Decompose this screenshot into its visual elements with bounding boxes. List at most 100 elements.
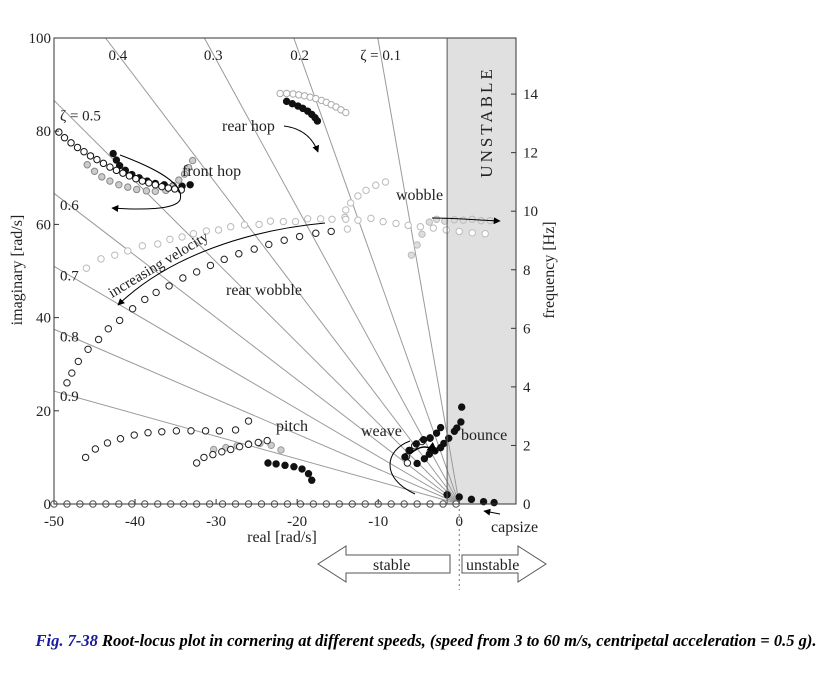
locus-point-11-4 — [298, 465, 306, 473]
root-locus-chart: -50 -40 -30 -20 -10 002040608010002468101214 … — [9, 31, 558, 590]
zeta-label-1: 0.8 — [60, 329, 79, 345]
locus-point-4-12 — [132, 175, 140, 183]
y-axis-label: imaginary [rad/s] — [9, 215, 26, 326]
locus-point-7-3 — [425, 218, 433, 226]
locus-point-16-3 — [479, 497, 488, 506]
locus-series-4 — [55, 128, 185, 194]
locus-point-5-8 — [189, 230, 198, 238]
locus-point-3-7 — [142, 187, 151, 195]
locus-series-9 — [81, 417, 253, 462]
label-rear-wobble: rear wobble — [226, 282, 302, 299]
locus-point-5-5 — [154, 240, 162, 248]
weave-curve — [389, 440, 416, 495]
locus-point-6-2 — [342, 206, 350, 214]
locus-point-15-10 — [457, 403, 466, 411]
locus-point-4-16 — [158, 182, 166, 191]
locus-point-14-4 — [426, 434, 434, 442]
locus-point-8-3 — [84, 345, 92, 353]
label-pitch: pitch — [276, 418, 308, 435]
zeta-line-7 — [293, 37, 460, 505]
label-capsize: capsize — [491, 519, 538, 536]
locus-point-9-7 — [172, 427, 181, 435]
locus-point-11-1 — [272, 460, 280, 468]
locus-point-9-11 — [231, 426, 240, 434]
stable-arrow: stable — [317, 545, 451, 583]
locus-point-3-4 — [115, 181, 123, 189]
damping-labels: 0.9 0.8 0.7 0.6 ζ = 0.5 0.4 0.3 0.2 ζ = 0.1 — [60, 48, 401, 405]
locus-point-0-12 — [342, 108, 350, 117]
locus-point-9-0 — [81, 453, 90, 462]
locus-point-3-1 — [90, 167, 99, 175]
locus-point-3-13 — [184, 163, 193, 172]
locus-point-12-0 — [192, 459, 201, 467]
locus-point-5-26 — [416, 223, 425, 231]
locus-point-8-8 — [141, 295, 149, 304]
locus-point-8-4 — [94, 335, 103, 344]
y-tick-label-5: 100 — [29, 31, 52, 47]
locus-point-6-0 — [343, 225, 352, 233]
locus-point-6-6 — [372, 181, 380, 189]
locus-point-5-2 — [111, 251, 119, 259]
locus-point-5-28 — [442, 226, 450, 234]
locus-point-7-7 — [459, 216, 468, 224]
locus-point-4-14 — [145, 179, 153, 187]
locus-point-5-21 — [354, 216, 362, 224]
y-tick-label-1: 20 — [36, 404, 51, 420]
locus-point-5-31 — [481, 230, 489, 238]
locus-point-9-6 — [158, 428, 166, 436]
locus-point-7-0 — [407, 251, 416, 259]
locus-point-8-2 — [74, 357, 83, 366]
y2-tick-label-0: 0 — [523, 497, 531, 513]
locus-point-5-27 — [429, 224, 438, 232]
x-tick-label-4: -10 — [368, 514, 388, 530]
zeta-line-0 — [53, 390, 460, 505]
locus-point-2-11 — [186, 181, 194, 189]
locus-point-8-11 — [179, 274, 187, 282]
y-tick-label-3: 60 — [36, 217, 51, 233]
locus-point-5-3 — [124, 247, 132, 255]
locus-point-4-11 — [125, 172, 134, 180]
y2-tick-label-7: 14 — [523, 87, 539, 103]
locus-series — [50, 89, 498, 508]
locus-point-4-2 — [67, 139, 75, 147]
locus-point-3-0 — [83, 161, 91, 169]
locus-point-5-30 — [468, 229, 476, 237]
locus-point-2-1 — [112, 156, 121, 164]
locus-point-5-24 — [392, 219, 400, 228]
locus-point-15-0 — [413, 459, 421, 468]
x-tick-label-5: 0 — [456, 514, 464, 530]
locus-point-5-23 — [379, 217, 387, 226]
locus-point-3-8 — [151, 187, 160, 196]
plot-frame — [53, 37, 517, 505]
damping-lines — [53, 37, 460, 505]
locus-point-3-11 — [175, 176, 183, 184]
locus-point-9-12 — [244, 417, 253, 425]
unstable-band-label: UNSTABLE — [477, 66, 496, 177]
locus-point-3-5 — [124, 183, 132, 191]
locus-point-4-5 — [86, 152, 95, 160]
locus-point-4-4 — [80, 148, 88, 156]
locus-point-10-5 — [267, 441, 275, 449]
locus-point-8-15 — [235, 250, 243, 258]
locus-point-6-3 — [346, 199, 355, 207]
zeta-line-2 — [53, 265, 460, 505]
locus-point-5-7 — [178, 233, 186, 241]
locus-point-6-4 — [354, 192, 362, 200]
label-weave: weave — [361, 423, 402, 440]
zeta-line-3 — [53, 192, 460, 505]
front-hop-curve — [111, 154, 182, 212]
y2-tick-label-4: 8 — [523, 263, 531, 279]
locus-point-9-8 — [187, 427, 195, 435]
locus-point-14-0 — [401, 453, 409, 461]
locus-point-15-9 — [457, 418, 465, 426]
label-rear-hop: rear hop — [222, 118, 275, 135]
locus-point-3-2 — [98, 173, 106, 181]
locus-point-5-0 — [82, 264, 91, 272]
locus-point-5-11 — [226, 223, 235, 231]
locus-point-7-4 — [432, 215, 441, 223]
locus-point-12-3 — [218, 448, 226, 456]
locus-series-5 — [82, 213, 489, 272]
locus-point-11-0 — [264, 459, 272, 467]
locus-point-12-4 — [226, 445, 235, 454]
locus-point-13-0 — [403, 459, 412, 467]
